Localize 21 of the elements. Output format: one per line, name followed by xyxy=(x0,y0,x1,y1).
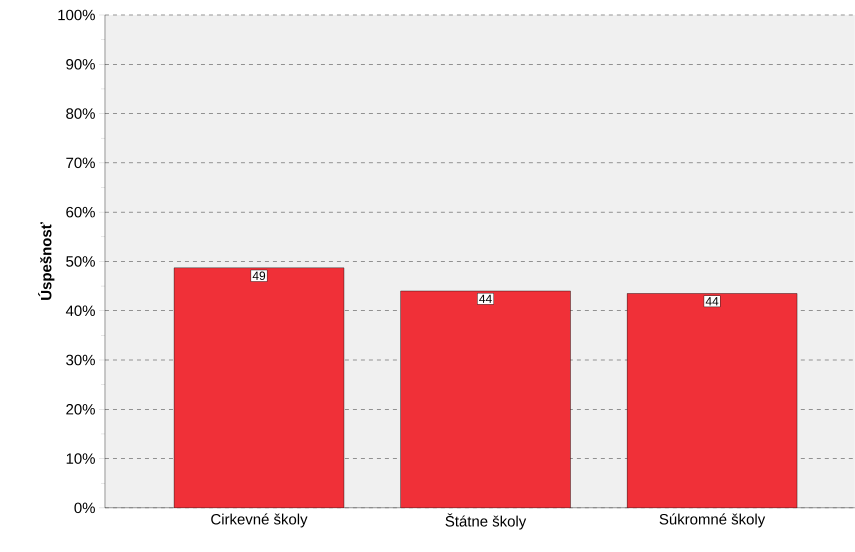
x-tick-label: Štátne školy xyxy=(446,513,526,530)
y-tick-label: 100% xyxy=(58,10,95,20)
bar xyxy=(626,293,798,508)
y-tick-label: 70% xyxy=(66,158,95,168)
y-tick-label: 10% xyxy=(66,453,95,464)
y-tick-label: 0% xyxy=(74,502,95,514)
y-tick-label: 20% xyxy=(66,404,95,415)
y-tick-label: 90% xyxy=(66,59,95,70)
x-tick-label: Cirkevné školy xyxy=(211,513,308,528)
y-tick-label: 50% xyxy=(66,256,95,267)
bar xyxy=(400,291,571,508)
y-tick-label: 60% xyxy=(66,206,95,218)
data-label: 44 xyxy=(706,297,718,306)
data-label: 44 xyxy=(479,294,492,303)
y-axis-title: Úspešnosť xyxy=(38,222,54,300)
y-tick-label: 40% xyxy=(66,305,95,316)
y-tick-label: 30% xyxy=(66,354,95,366)
y-tick-label: 80% xyxy=(66,108,95,119)
bar xyxy=(174,268,344,508)
data-label: 49 xyxy=(252,272,266,280)
x-tick-label: Súkromné školy xyxy=(660,513,766,528)
